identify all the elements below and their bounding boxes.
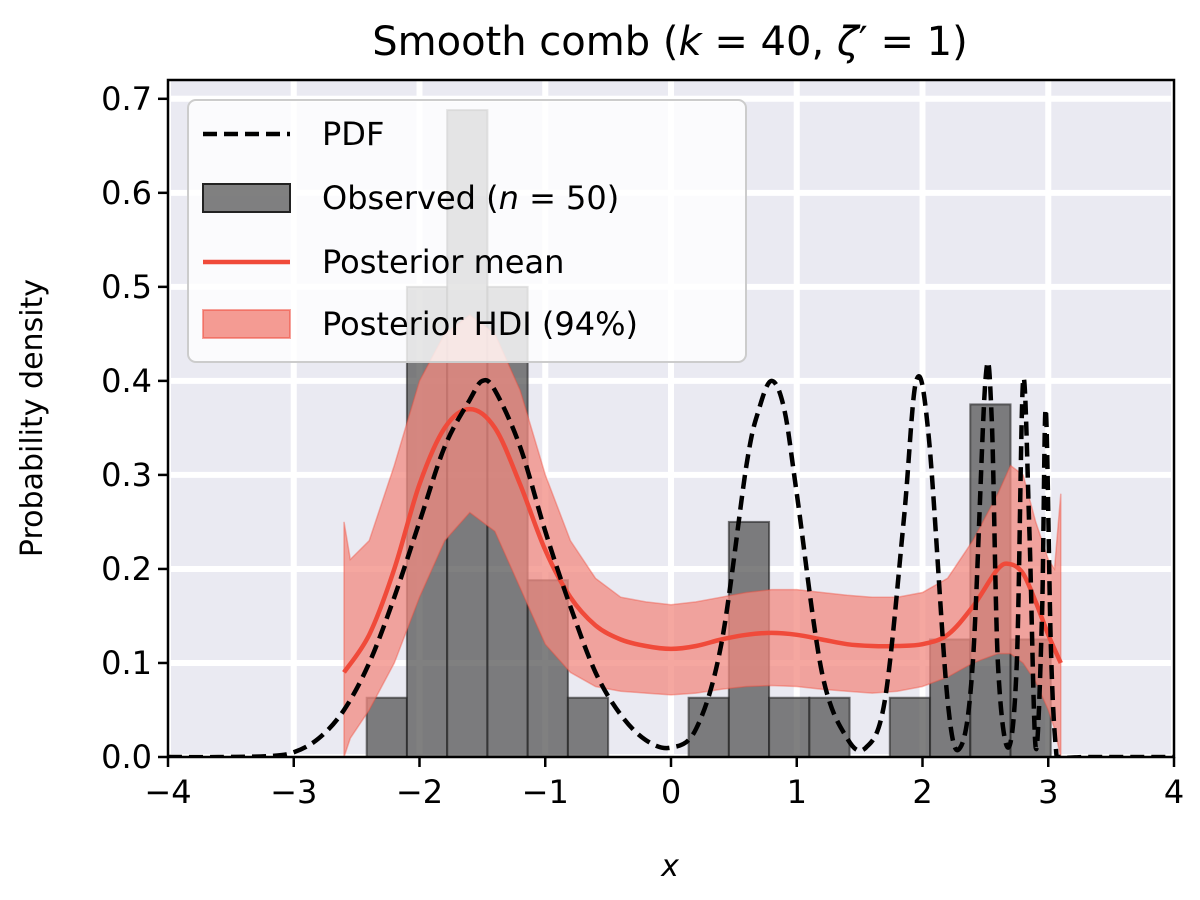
chart-title: Smooth comb (k = 40, ζ′ = 1) — [372, 19, 968, 65]
y-tick-label: 0.7 — [101, 80, 152, 118]
y-axis-label: Probability density — [15, 279, 50, 557]
legend-observed-swatch — [202, 183, 291, 213]
y-tick-label: 0.4 — [101, 362, 152, 400]
legend-label: Observed (n = 50) — [322, 179, 619, 217]
plot-content — [168, 109, 1174, 757]
pdf-line — [168, 360, 1174, 757]
y-tick-label: 0.3 — [101, 456, 152, 494]
y-tick-label: 0.1 — [101, 644, 152, 682]
y-tick-label: 0.0 — [101, 738, 152, 776]
x-tick-label: 4 — [1164, 773, 1184, 811]
x-axis-label: x — [660, 849, 679, 884]
legend-label: Posterior HDI (94%) — [322, 305, 638, 343]
x-tick-label: 0 — [661, 773, 681, 811]
legend-box — [187, 99, 747, 363]
y-tick-label: 0.6 — [101, 174, 152, 212]
x-tick-label: −4 — [144, 773, 191, 811]
y-tick-label: 0.2 — [101, 550, 152, 588]
x-tick-label: −1 — [522, 773, 569, 811]
legend-label: PDF — [322, 115, 384, 153]
x-tick-label: −2 — [396, 773, 443, 811]
histogram-bar — [888, 696, 932, 757]
histogram-bar — [365, 696, 408, 757]
legend: PDF Observed (n = 50) Posterior mean Poster… — [187, 99, 747, 363]
legend-label: Posterior mean — [322, 243, 564, 281]
x-tick-label: 1 — [787, 773, 807, 811]
posterior-mean-line — [342, 406, 1063, 674]
x-tick-label: 2 — [912, 773, 932, 811]
x-tick-label: 3 — [1038, 773, 1058, 811]
histogram-bar — [768, 696, 811, 757]
y-tick-label: 0.5 — [101, 268, 152, 306]
histogram-bar — [566, 696, 610, 757]
legend-hdi-swatch — [202, 309, 291, 339]
x-tick-label: −3 — [270, 773, 317, 811]
